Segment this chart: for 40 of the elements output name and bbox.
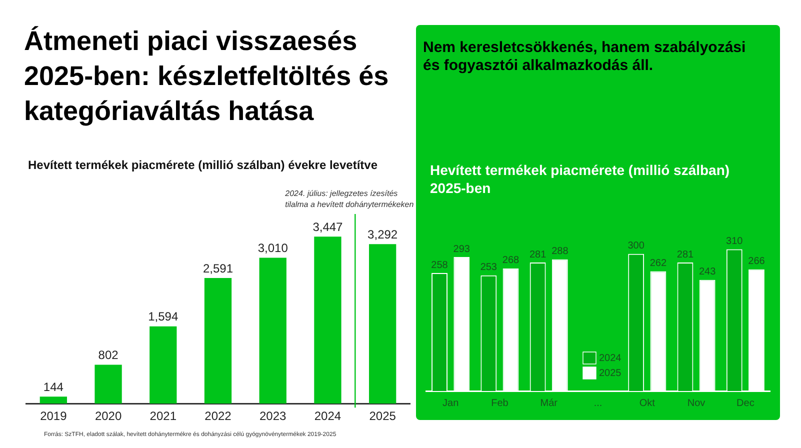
data-label: 262 bbox=[650, 258, 667, 269]
x-tick-label: 2021 bbox=[150, 409, 177, 424]
data-label: 3,010 bbox=[258, 241, 288, 256]
data-label: 310 bbox=[726, 236, 744, 248]
text: Nem keresletcsökkenés, hanem szabályozási és fogyasztói alkalmazkodás áll. bbox=[423, 39, 747, 75]
data-label: 266 bbox=[748, 256, 766, 268]
x-tick-label: 2023 bbox=[260, 409, 287, 424]
x-tick-label: Feb bbox=[491, 398, 509, 409]
data-label: 258 bbox=[431, 260, 448, 271]
data-label: 3,292 bbox=[368, 227, 398, 242]
data-label: 300 bbox=[628, 240, 645, 252]
data-label: 268 bbox=[502, 255, 520, 266]
x-tick-label: Okt bbox=[639, 398, 656, 409]
data-label: 281 bbox=[529, 249, 547, 260]
data-label: 288 bbox=[552, 246, 569, 258]
data-label: 243 bbox=[699, 266, 716, 278]
x-tick-label: Már bbox=[540, 398, 558, 409]
x-tick-label: 2022 bbox=[204, 409, 232, 424]
data-label: 144 bbox=[43, 380, 64, 394]
x-tick-label: 2019 bbox=[40, 409, 68, 424]
x-tick-label: 2020 bbox=[94, 409, 122, 424]
x-tick-label: 2024 bbox=[314, 409, 342, 424]
data-label: 281 bbox=[676, 249, 694, 260]
data-label: 802 bbox=[98, 348, 119, 362]
data-label: 2,591 bbox=[202, 261, 234, 276]
x-tick-label: ... bbox=[594, 398, 602, 409]
data-label: 3,447 bbox=[312, 220, 344, 234]
ref-line-label: 2024. július: jellegzetes ízesítés tilalma a hevített dohánytermékeken bbox=[284, 189, 414, 210]
legend-label: 2025 bbox=[599, 368, 622, 379]
chart-title: Hevített termékek piacmérete (millió szálban) évekre levetítve bbox=[28, 158, 378, 173]
data-label: 1,594 bbox=[148, 310, 178, 324]
data-label: 293 bbox=[453, 244, 470, 255]
text: Átmeneti piaci visszaesés 2025-ben: készletfeltöltés és kategóriaváltás hatása bbox=[24, 25, 390, 128]
x-tick-label: Jan bbox=[442, 398, 459, 409]
data-label: 253 bbox=[480, 262, 498, 274]
x-tick-label: 2025 bbox=[369, 409, 396, 424]
x-tick-label: Nov bbox=[687, 398, 706, 409]
x-tick-label: Dec bbox=[736, 398, 754, 409]
chart-title: Hevített termékek piacmérete (millió szálban) 2025-ben bbox=[430, 161, 731, 197]
legend-label: 2024 bbox=[599, 352, 622, 364]
